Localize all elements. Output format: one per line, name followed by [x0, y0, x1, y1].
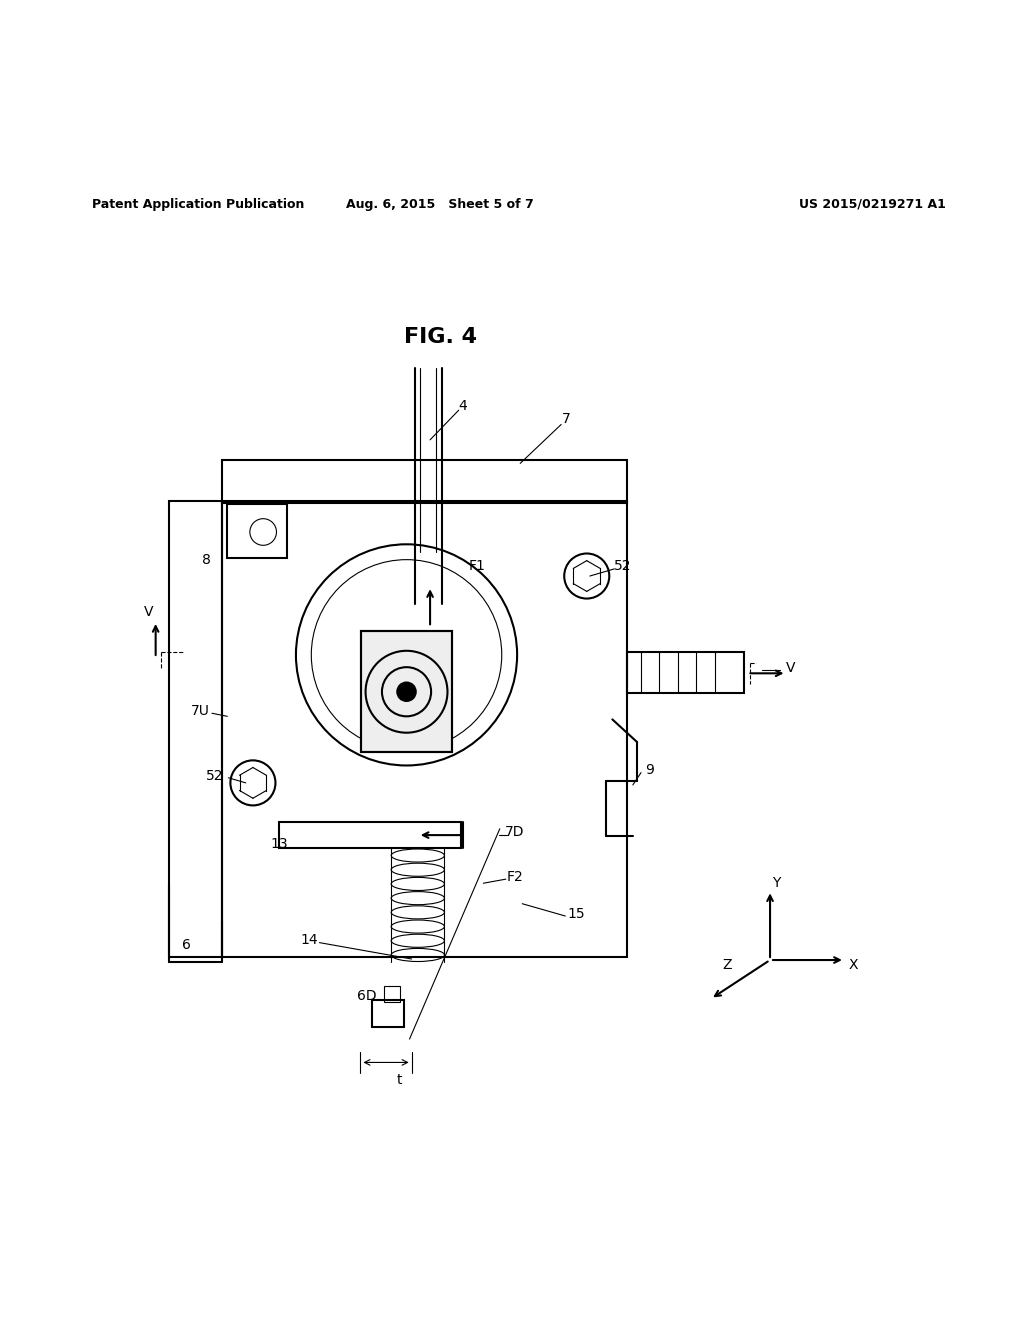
Text: 13: 13	[270, 837, 289, 851]
Text: Y: Y	[772, 876, 780, 890]
Text: F1: F1	[469, 558, 485, 573]
Text: 7U: 7U	[191, 704, 210, 718]
Bar	[384, 986, 400, 1002]
Text: Aug. 6, 2015   Sheet 5 of 7: Aug. 6, 2015 Sheet 5 of 7	[346, 198, 535, 211]
Bar	[361, 631, 452, 752]
Text: FIG. 4: FIG. 4	[403, 327, 477, 347]
Text: 6: 6	[182, 937, 190, 952]
Bar	[627, 652, 744, 693]
Bar	[169, 502, 222, 957]
Text: 7: 7	[562, 412, 570, 426]
Text: 6D: 6D	[356, 989, 377, 1003]
Text: X: X	[848, 958, 858, 972]
Text: V: V	[143, 605, 154, 619]
Bar	[222, 461, 627, 503]
Text: 52: 52	[613, 558, 632, 573]
Circle shape	[397, 682, 416, 701]
Text: 15: 15	[567, 907, 586, 921]
Text: US 2015/0219271 A1: US 2015/0219271 A1	[799, 198, 945, 211]
Text: 14: 14	[300, 932, 318, 946]
Bar	[279, 822, 461, 849]
Bar	[222, 502, 627, 957]
Text: 7D: 7D	[505, 825, 525, 840]
Text: 4: 4	[459, 399, 467, 413]
Text: Z: Z	[722, 958, 732, 972]
Bar	[227, 504, 287, 557]
Text: V: V	[785, 661, 796, 676]
Text: t: t	[396, 1073, 402, 1086]
Text: 9: 9	[645, 763, 653, 776]
Text: 52: 52	[206, 768, 224, 783]
Text: 8: 8	[203, 553, 211, 566]
Bar	[361, 631, 452, 752]
Text: F2: F2	[507, 870, 523, 884]
Bar	[372, 1001, 404, 1027]
Text: Patent Application Publication: Patent Application Publication	[92, 198, 304, 211]
